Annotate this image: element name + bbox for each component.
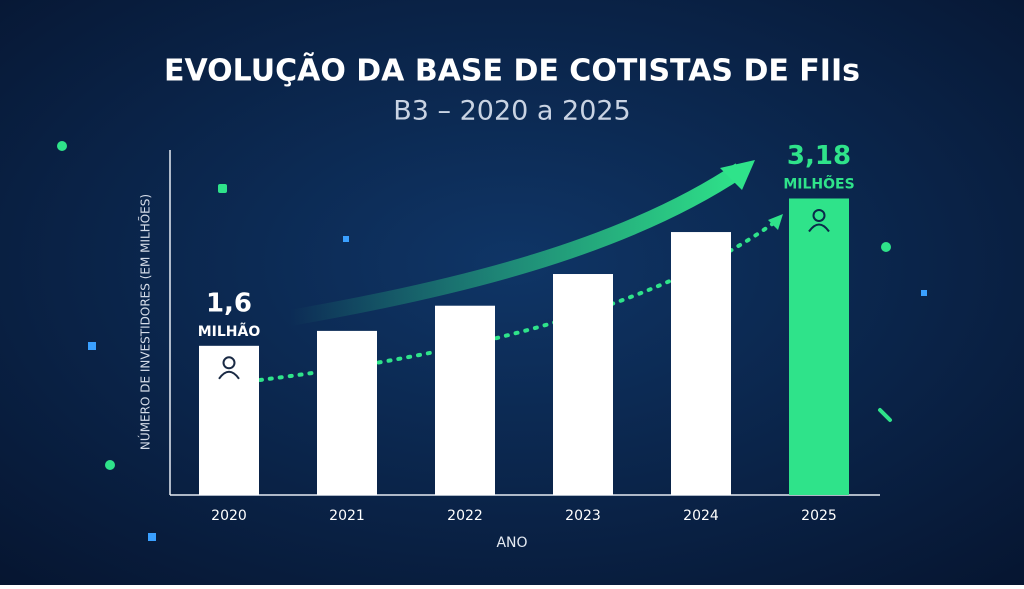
x-tick-label: 2021 — [329, 508, 365, 524]
person-icon — [812, 208, 826, 222]
bar — [553, 274, 613, 495]
x-axis-label: ANO — [496, 535, 527, 551]
trend-arrow-head — [720, 160, 755, 190]
bar — [789, 198, 849, 495]
x-tick-label: 2022 — [447, 508, 483, 524]
decorations — [57, 141, 927, 541]
bar — [317, 330, 377, 495]
trend-arrow — [288, 163, 745, 326]
value-unit: MILHÕES — [783, 174, 854, 192]
y-axis-label: NÚMERO DE INVESTIDORES (EM MILHÕES) — [138, 194, 153, 450]
person-icon — [218, 370, 240, 380]
trend-dots-head — [768, 214, 783, 230]
bar — [199, 345, 259, 495]
x-tick-label: 2023 — [565, 508, 601, 524]
value-label: 3,18 — [787, 141, 851, 171]
value-label: 1,6 — [206, 288, 252, 318]
bar — [435, 305, 495, 495]
bar — [671, 232, 731, 495]
chart-subtitle: B3 – 2020 a 2025 — [393, 96, 631, 127]
x-tick-label: 2024 — [683, 508, 719, 524]
x-tick-label: 2025 — [801, 508, 837, 524]
x-tick-label: 2020 — [211, 508, 247, 524]
value-unit: MILHÃO — [198, 323, 261, 340]
person-icon — [808, 223, 830, 233]
chart-title: EVOLUÇÃO DA BASE DE COTISTAS DE FIIs — [164, 52, 860, 89]
person-icon — [222, 356, 236, 370]
